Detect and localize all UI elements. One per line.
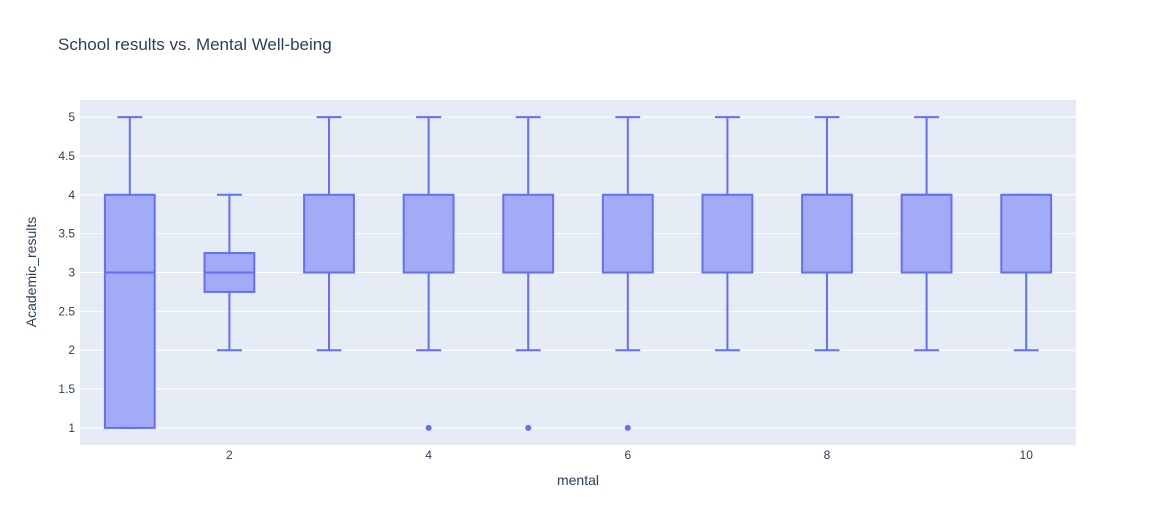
x-tick-label: 4: [425, 448, 432, 462]
outlier-point: [624, 424, 631, 431]
box-mental-3: [303, 116, 355, 352]
y-tick-label: 2.5: [58, 304, 75, 318]
y-axis-title: Academic_results: [23, 217, 39, 328]
outlier-point: [525, 424, 532, 431]
iqr-box: [103, 193, 156, 429]
iqr-box: [801, 193, 853, 274]
y-tick-label: 5: [68, 110, 75, 124]
x-axis-title: mental: [557, 472, 599, 488]
iqr-box: [900, 193, 953, 274]
box-mental-6: [601, 116, 654, 431]
x-tick-label: 6: [624, 448, 631, 462]
iqr-box: [303, 193, 355, 274]
box-mental-8: [801, 116, 853, 352]
box-mental-5: [502, 116, 555, 431]
chart-title: School results vs. Mental Well-being: [58, 35, 332, 54]
box-mental-4: [402, 116, 455, 431]
box-mental-2: [203, 193, 256, 352]
y-tick-label: 4: [68, 188, 75, 202]
y-axis-ticks: 1 1.5 2 2.5 3 3.5 4 4.5 5: [58, 110, 75, 435]
x-tick-label: 10: [1020, 448, 1034, 462]
box-mental-7: [701, 116, 754, 352]
y-tick-label: 1.5: [58, 382, 75, 396]
outlier-point: [425, 424, 432, 431]
iqr-box: [1000, 193, 1053, 274]
box-mental-10: [1000, 193, 1053, 352]
y-tick-label: 2: [68, 343, 75, 357]
iqr-box: [402, 193, 455, 274]
x-axis-ticks: 2 4 6 8 10: [226, 448, 1033, 462]
x-tick-label: 2: [226, 448, 233, 462]
iqr-box: [601, 193, 654, 274]
y-tick-label: 1: [68, 421, 75, 435]
box-mental-9: [900, 116, 953, 352]
iqr-box: [502, 193, 555, 274]
y-tick-label: 3.5: [58, 227, 75, 241]
boxes: [103, 116, 1053, 431]
y-tick-label: 4.5: [58, 149, 75, 163]
box-mental-1: [103, 116, 156, 429]
x-tick-label: 8: [824, 448, 831, 462]
y-tick-label: 3: [68, 266, 75, 280]
iqr-box: [701, 193, 754, 274]
